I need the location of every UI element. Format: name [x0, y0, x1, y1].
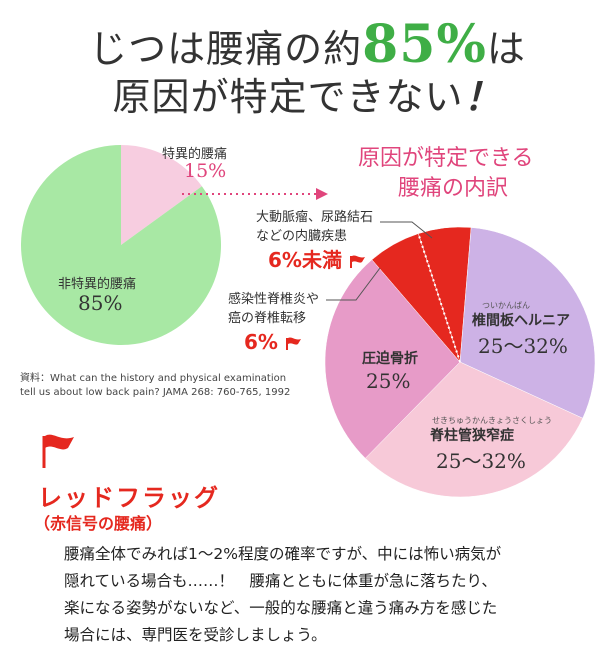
label-specific: 特異的腰痛 — [162, 147, 228, 162]
leader-line-visceral — [380, 221, 433, 239]
source-citation: 資料：What can the history and physical exa… — [20, 372, 290, 400]
pie-chart-breakdown — [324, 226, 596, 498]
ruby-hernia: ついかんばん — [482, 301, 530, 310]
slice-nonspecific — [20, 145, 222, 345]
value-nonspecific: 85% — [78, 291, 123, 315]
label-stenosis: 脊柱管狭窄症 — [430, 428, 514, 444]
title-text-end: は — [486, 27, 526, 71]
slice-stenosis — [364, 361, 584, 498]
breakdown-title-1: 原因が特定できる — [358, 146, 534, 171]
value-hernia: 25～32% — [478, 334, 568, 358]
body-line-1: 腰痛全体でみれば1～2%程度の確率ですが、中には怖い病気が — [64, 545, 502, 563]
source-line-1: 資料：What can the history and physical exa… — [20, 373, 287, 384]
arrow-head-icon — [316, 188, 328, 200]
red-flag-icon — [285, 337, 301, 350]
body-paragraph: 腰痛全体でみれば1～2%程度の確率ですが、中には怖い病気が 隠れている場合も……… — [64, 541, 584, 649]
red-flag-title: レッドフラッグ — [38, 484, 220, 512]
label-visceral: 大動脈瘤、尿路結石 などの内臓疾患 — [256, 210, 374, 244]
slice-infection — [371, 233, 461, 363]
slice-fracture — [324, 259, 461, 459]
label-hernia: 椎間板ヘルニア — [472, 313, 570, 329]
red-flag-icon — [42, 434, 74, 468]
slice-specific — [121, 145, 202, 245]
body-line-2: 隠れている場合も……！ 腰痛とともに体重が急に落ちたり、 — [64, 572, 497, 590]
value-fracture: 25% — [366, 369, 411, 393]
slice-hernia — [459, 227, 596, 419]
body-line-4: 場合には、専門医を受診しましょう。 — [64, 626, 327, 644]
title-line-2: 原因が特定できない！ — [0, 66, 615, 121]
ruby-stenosis: せきちゅうかんきょうさくしょう — [432, 416, 552, 425]
source-line-2: tell us about low back pain? JAMA 268: 7… — [20, 387, 291, 398]
value-infection-text: 6% — [244, 330, 278, 354]
body-line-3: 楽になる姿勢がないなど、一般的な腰痛と違う痛み方を感じた — [64, 599, 498, 617]
title-text: じつは腰痛の約 — [89, 27, 363, 71]
red-flag-icon — [349, 255, 365, 268]
leader-line-infection — [326, 267, 381, 301]
title-exclamation: ！ — [463, 74, 503, 119]
value-specific: 15% — [184, 160, 227, 182]
value-visceral-text: 6%未満 — [268, 248, 342, 272]
label-nonspecific: 非特異的腰痛 — [58, 277, 137, 292]
value-visceral: 6%未満 — [268, 244, 367, 273]
pie-chart-overall — [20, 145, 222, 345]
value-infection: 6% — [244, 330, 303, 354]
label-infection: 感染性脊椎炎や 癌の脊椎転移 — [228, 292, 320, 326]
title-percent: 85% — [362, 14, 487, 75]
breakdown-title-2: 腰痛の内訳 — [398, 176, 509, 201]
value-stenosis: 25～32% — [436, 449, 526, 473]
title-line-1: じつは腰痛の約85%は — [0, 14, 615, 75]
red-flag-subtitle: （赤信号の腰痛） — [34, 514, 163, 533]
label-fracture: 圧迫骨折 — [362, 351, 418, 367]
title-text-2: 原因が特定できない — [112, 75, 464, 119]
